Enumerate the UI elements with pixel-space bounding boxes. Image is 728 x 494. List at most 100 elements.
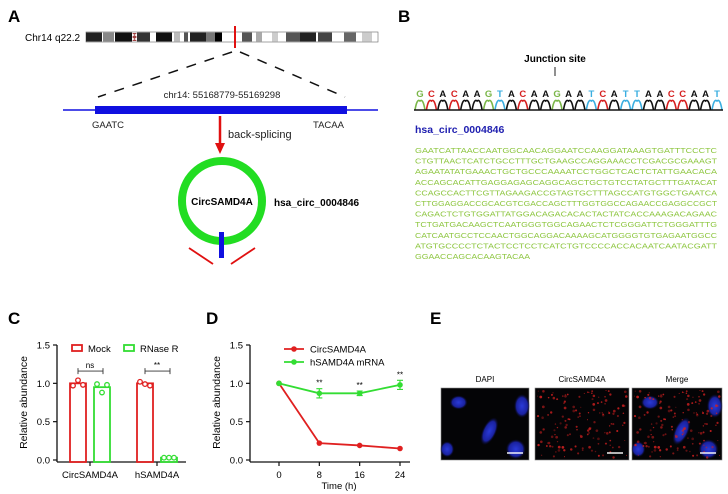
sequence-line: CCAGCCACTTCGTTAGAAGACCGTAGTGCTTTAGCCATGT… bbox=[415, 188, 717, 197]
red-signal bbox=[591, 392, 593, 395]
red-signal bbox=[647, 445, 650, 448]
red-signal bbox=[602, 413, 605, 416]
panel-label-a: A bbox=[8, 7, 20, 26]
ideogram-band bbox=[344, 32, 356, 42]
red-signal bbox=[663, 418, 666, 421]
red-signal bbox=[692, 396, 694, 398]
red-signal bbox=[683, 391, 685, 394]
red-signal bbox=[651, 451, 653, 453]
red-signal bbox=[649, 455, 652, 458]
trace-peak bbox=[448, 99, 461, 111]
red-signal bbox=[609, 450, 612, 453]
red-signal bbox=[634, 395, 636, 397]
data-point bbox=[75, 377, 81, 384]
dapi-title: DAPI bbox=[476, 375, 495, 384]
data-point bbox=[316, 440, 323, 446]
red-signal bbox=[681, 419, 683, 421]
red-signal bbox=[608, 411, 610, 413]
left-sequence: GAATC bbox=[92, 120, 124, 131]
back-splicing-label: back-splicing bbox=[228, 129, 292, 141]
red-signal bbox=[556, 440, 559, 443]
red-signal bbox=[648, 396, 652, 400]
red-signal bbox=[612, 412, 615, 415]
data-point bbox=[147, 382, 153, 389]
primer-arrow-left bbox=[188, 247, 214, 265]
ideogram-band bbox=[156, 32, 172, 42]
red-signal bbox=[621, 424, 624, 427]
red-signal bbox=[542, 428, 545, 431]
red-signal bbox=[687, 421, 691, 424]
red-signal bbox=[643, 413, 646, 416]
ideogram-band bbox=[184, 32, 188, 42]
y-tick-label: 0.5 bbox=[230, 417, 243, 428]
sequence-line: CATCAATGCCTCCAACTGGCAGGACAAAAGCATGGGGTGT… bbox=[415, 231, 718, 240]
trace-peak bbox=[688, 99, 700, 111]
red-signal bbox=[612, 422, 615, 426]
red-signal bbox=[699, 432, 703, 435]
data-point bbox=[171, 454, 177, 461]
red-signal bbox=[605, 390, 607, 392]
red-signal bbox=[591, 398, 594, 401]
significance-bracket bbox=[144, 368, 171, 375]
red-signal bbox=[612, 409, 616, 413]
red-signal bbox=[564, 426, 567, 429]
nucleus bbox=[706, 394, 723, 418]
red-signal bbox=[539, 431, 543, 434]
red-signal bbox=[703, 444, 705, 446]
red-signal bbox=[698, 402, 700, 405]
red-signal bbox=[687, 394, 690, 398]
red-signal bbox=[659, 402, 661, 404]
red-signal bbox=[604, 442, 608, 445]
red-signal bbox=[705, 422, 708, 426]
red-signal bbox=[537, 443, 540, 447]
red-signal bbox=[592, 437, 595, 439]
red-signal bbox=[682, 412, 684, 414]
data-point bbox=[142, 381, 148, 388]
red-signal bbox=[657, 446, 661, 449]
trace-peak bbox=[414, 99, 426, 111]
trace-peak bbox=[699, 99, 712, 111]
red-signal bbox=[686, 402, 690, 406]
trace-peak bbox=[562, 99, 575, 111]
zoom-line-right bbox=[239, 51, 346, 98]
red-signal bbox=[576, 428, 578, 431]
red-signal bbox=[563, 402, 565, 404]
red-signal bbox=[542, 390, 545, 393]
red-signal bbox=[587, 391, 589, 393]
red-signal bbox=[636, 431, 639, 434]
red-signal bbox=[570, 448, 573, 451]
red-signal bbox=[719, 454, 721, 456]
red-signal bbox=[564, 394, 566, 396]
red-signal bbox=[672, 416, 675, 418]
red-signal bbox=[659, 406, 663, 410]
red-signal bbox=[621, 404, 625, 407]
legend-label: hSAMD4A mRNA bbox=[310, 358, 385, 369]
bar bbox=[93, 386, 111, 463]
red-signal bbox=[588, 391, 590, 394]
significance-label: ** bbox=[316, 379, 322, 388]
red-signal bbox=[581, 447, 584, 450]
panel-d: D 0.0 0.5 1.0 1.5 Relative abundance 0 8 16 24 Ti… bbox=[206, 309, 410, 492]
red-signal bbox=[633, 414, 637, 418]
base-letter: A bbox=[611, 89, 618, 100]
red-signal bbox=[698, 442, 701, 445]
red-signal bbox=[639, 428, 642, 431]
data-point bbox=[356, 442, 363, 449]
y-tick-label: 0.5 bbox=[37, 417, 50, 428]
red-signal bbox=[705, 412, 709, 415]
red-signal bbox=[591, 390, 594, 393]
trace-peak bbox=[596, 99, 609, 111]
red-signal bbox=[583, 392, 585, 395]
y-tick-label: 1.0 bbox=[230, 379, 243, 390]
red-signal bbox=[691, 437, 695, 441]
circ-name: CircSAMD4A bbox=[191, 197, 253, 208]
red-signal bbox=[555, 451, 557, 453]
red-signal bbox=[537, 395, 539, 397]
red-signal bbox=[552, 392, 554, 394]
red-signal bbox=[658, 449, 662, 452]
ideogram-band bbox=[256, 32, 262, 42]
ideogram-band bbox=[206, 32, 215, 42]
y-tick-label: 0.0 bbox=[230, 456, 243, 467]
red-signal bbox=[547, 441, 551, 445]
red-signal bbox=[597, 437, 600, 441]
